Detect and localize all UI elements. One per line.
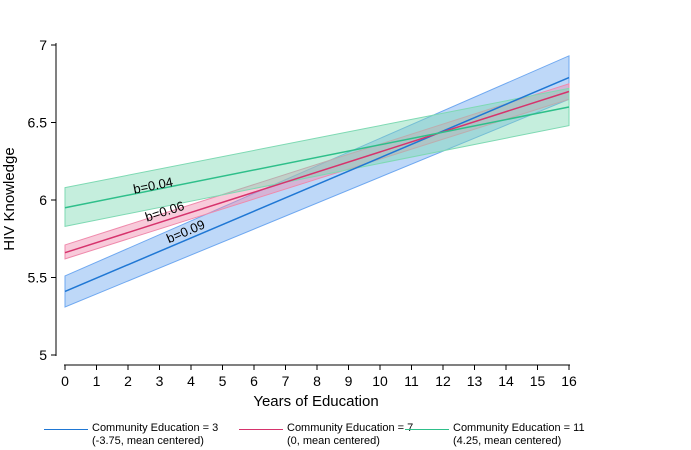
x-tick-label: 9	[345, 373, 353, 389]
series-line-ce11	[64, 106, 570, 209]
legend-label-ce3: Community Education = 3	[92, 422, 219, 434]
y-axis-title: HIV Knowledge	[1, 147, 18, 250]
x-tick-label: 16	[561, 373, 577, 389]
chart: b=0.09b=0.06b=0.04 55.566.570 1 2 3 4 5 6 7 8 9 10…	[1, 37, 577, 410]
regression-lines	[64, 76, 570, 293]
x-tick-label: 3	[156, 373, 164, 389]
legend-sublabel-ce11: (4.25, mean centered)	[453, 435, 562, 447]
legend-item-ce3: Community Education = 3 (-3.75, mean cen…	[44, 422, 218, 448]
x-tick-label: 11	[404, 373, 419, 389]
legend-sublabel-ce3: (-3.75, mean centered)	[92, 435, 204, 447]
legend-sublabel-ce7: (0, mean centered)	[287, 435, 380, 447]
legend-item-ce7: Community Education = 7 (0, mean centere…	[239, 422, 413, 448]
y-tick-label: 5.5	[28, 270, 48, 286]
series-line-ce3	[64, 76, 570, 293]
x-tick-label: 15	[530, 373, 546, 389]
y-tick-label: 6	[39, 192, 47, 208]
x-tick-label: 5	[219, 373, 227, 389]
x-tick-label: 12	[435, 373, 451, 389]
x-tick-label: 7	[282, 373, 290, 389]
axes: 55.566.570 1 2 3 4 5 6 7 8 9 10 11 12 13 14 15 16	[28, 37, 577, 389]
x-axis-title: Years of Education	[253, 393, 378, 410]
x-tick-label: 0	[61, 373, 69, 389]
x-tick-label: 13	[467, 373, 483, 389]
legend-item-ce11: Community Education = 11 (4.25, mean cen…	[405, 422, 585, 448]
x-tick-label: 8	[313, 373, 321, 389]
x-tick-label: 2	[124, 373, 132, 389]
legend-swatch-ce11	[405, 429, 449, 430]
legend-label-ce7: Community Education = 7	[287, 422, 414, 434]
legend-swatch-ce7	[239, 429, 283, 430]
legend-label-ce11: Community Education = 11	[453, 422, 585, 434]
y-tick-label: 7	[39, 37, 47, 53]
x-tick-label: 1	[93, 373, 101, 389]
y-tick-label: 6.5	[28, 115, 48, 131]
legend: Community Education = 3 (-3.75, mean cen…	[0, 422, 691, 450]
x-tick-label: 4	[187, 373, 195, 389]
y-tick-label: 5	[39, 347, 47, 363]
x-tick-label: 14	[498, 373, 514, 389]
x-tick-label: 6	[250, 373, 258, 389]
series-line-ce7	[64, 90, 570, 254]
x-tick-label: 10	[372, 373, 388, 389]
legend-swatch-ce3	[44, 429, 88, 430]
